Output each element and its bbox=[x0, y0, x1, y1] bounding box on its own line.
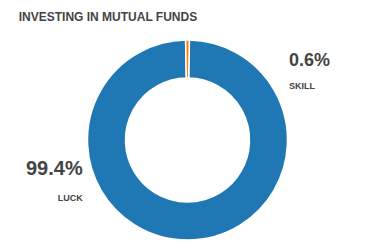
svg-text:INVESTING IN MUTUAL FUNDS: INVESTING IN MUTUAL FUNDS bbox=[19, 10, 197, 24]
svg-text:0.6%SKILL: 0.6%SKILL bbox=[289, 50, 330, 91]
svg-text:99.4%LUCK: 99.4%LUCK bbox=[26, 157, 83, 203]
